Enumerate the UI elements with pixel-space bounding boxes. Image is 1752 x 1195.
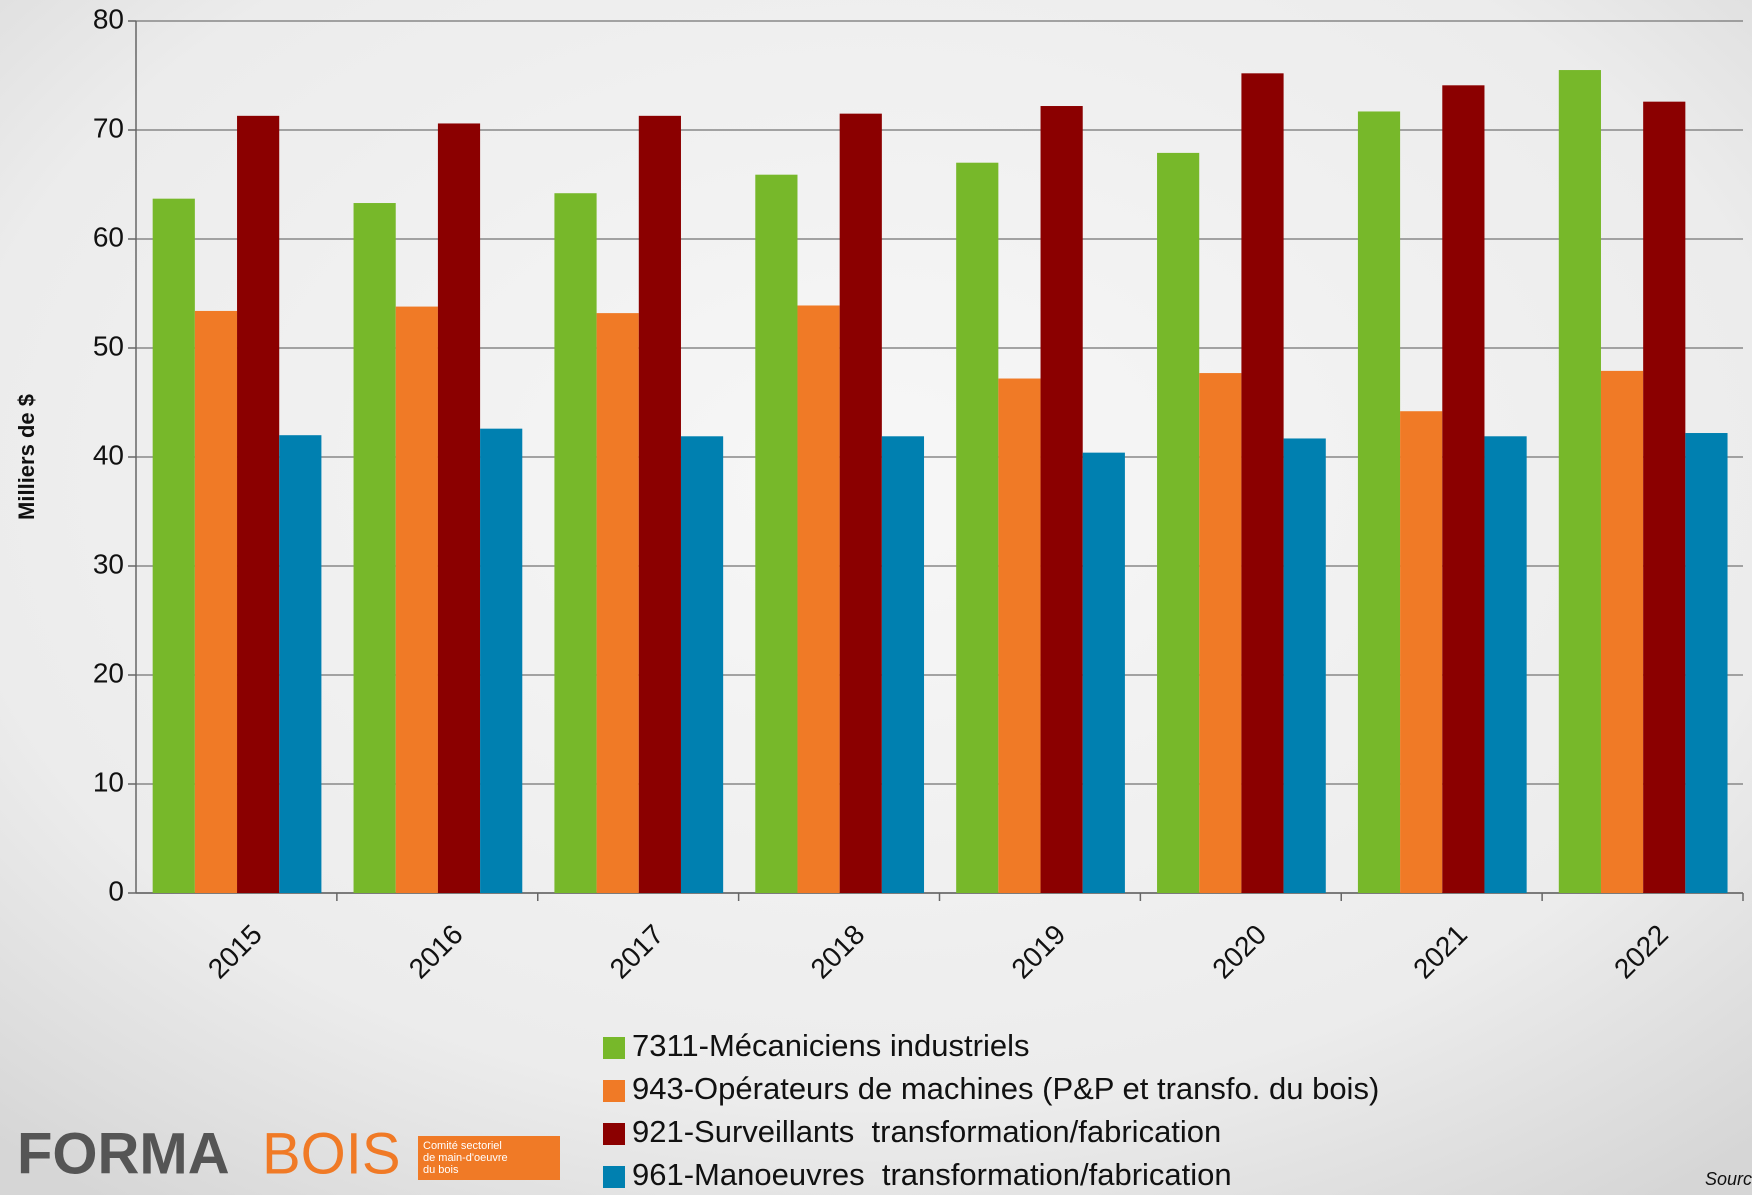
- y-tick-label: 0: [108, 875, 124, 906]
- legend-label: 921-Surveillants transformation/fabricat…: [632, 1114, 1221, 1149]
- bar: [1643, 101, 1686, 893]
- logo-dark: FORMA: [17, 1121, 230, 1186]
- bar: [480, 428, 523, 893]
- y-axis-label: Milliers de $: [14, 394, 39, 520]
- y-tick-label: 70: [93, 112, 124, 143]
- bar: [596, 313, 639, 893]
- legend-swatch: [603, 1166, 625, 1188]
- y-tick-label: 60: [93, 221, 124, 252]
- bar: [279, 435, 322, 893]
- bar: [998, 378, 1041, 893]
- logo-tagline: du bois: [423, 1164, 459, 1176]
- bar: [956, 162, 999, 893]
- source: Sourc: [1705, 1169, 1752, 1189]
- y-tick-label: 50: [93, 330, 124, 361]
- bar: [839, 113, 882, 893]
- bar: [881, 436, 925, 893]
- bar: [437, 123, 481, 893]
- bar: [1685, 433, 1728, 893]
- bar: [194, 310, 238, 893]
- bar: [1558, 70, 1601, 894]
- bar: [1199, 373, 1242, 893]
- legend-swatch: [603, 1123, 625, 1145]
- logo-tagline: Comité sectoriel: [423, 1140, 502, 1152]
- bar: [152, 198, 195, 894]
- y-tick-label: 20: [93, 657, 124, 688]
- bar: [1357, 111, 1401, 894]
- bar: [1082, 452, 1125, 893]
- bar: [1484, 436, 1527, 893]
- bar: [395, 306, 438, 894]
- bar: [237, 115, 280, 893]
- legend-label: 7311-Mécaniciens industriels: [632, 1028, 1029, 1063]
- logo-light: BOIS: [262, 1121, 401, 1186]
- logo: FORMA BOIS Comité sectoriel de main-d'oe…: [17, 1121, 560, 1186]
- bar: [1040, 106, 1083, 893]
- bar: [1157, 152, 1200, 893]
- logo-tagline: de main-d'oeuvre: [423, 1152, 508, 1164]
- y-tick-label: 80: [93, 3, 124, 34]
- bar: [1400, 411, 1443, 893]
- y-tick-label: 40: [93, 439, 124, 470]
- legend-label: 943-Opérateurs de machines (P&P et trans…: [632, 1071, 1379, 1106]
- logo-box: [418, 1136, 560, 1180]
- legend-swatch: [603, 1037, 625, 1059]
- bar: [1283, 438, 1326, 893]
- bar: [554, 193, 597, 894]
- bar: [755, 174, 798, 893]
- bar: [680, 436, 724, 893]
- bar: [1600, 370, 1644, 893]
- bar: [638, 115, 681, 893]
- bar: [353, 203, 396, 893]
- bar: [1442, 85, 1485, 893]
- y-tick-label: 30: [93, 548, 124, 579]
- legend-swatch: [603, 1080, 625, 1102]
- legend-label: 961-Manoeuvres transformation/fabricatio…: [632, 1157, 1232, 1192]
- bar: [1241, 73, 1284, 893]
- y-tick-label: 10: [93, 766, 124, 797]
- bar: [797, 305, 840, 893]
